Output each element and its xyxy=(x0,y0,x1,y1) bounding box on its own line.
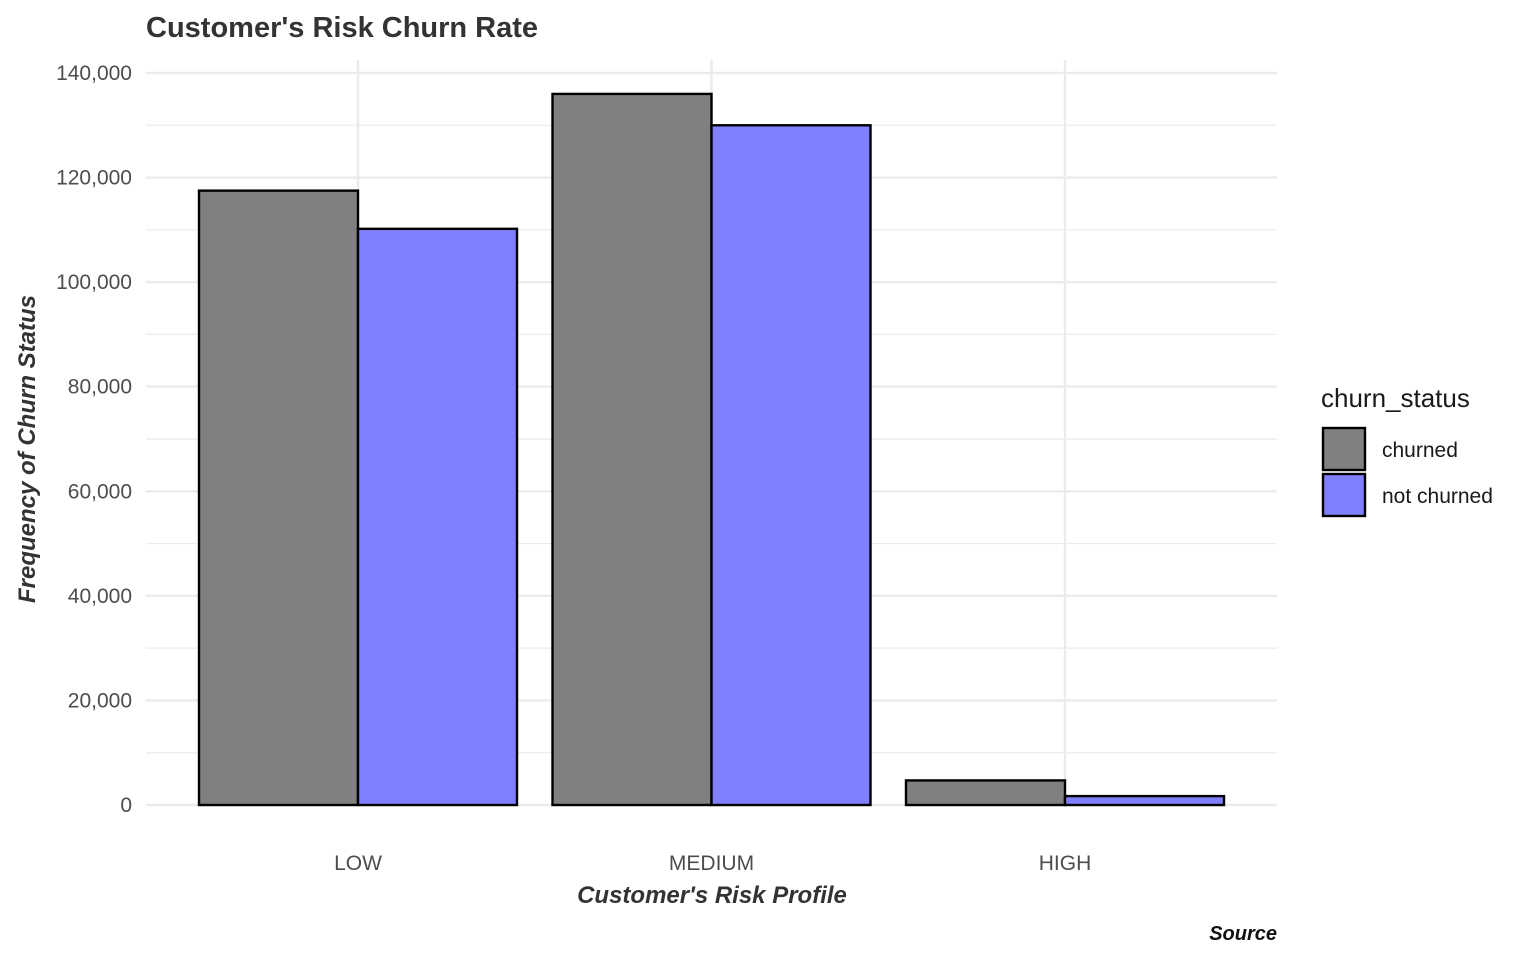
y-tick-label: 140,000 xyxy=(56,62,132,85)
legend-label-churned: churned xyxy=(1382,439,1458,462)
x-tick-label: LOW xyxy=(334,852,382,875)
x-axis-tick-labels: LOW MEDIUM HIGH xyxy=(334,852,1091,875)
legend-key-not-churned xyxy=(1321,472,1367,518)
y-tick-label: 100,000 xyxy=(56,271,132,294)
y-tick-label: 120,000 xyxy=(56,167,132,190)
legend-key-churned xyxy=(1321,426,1367,472)
y-axis-title: Frequency of Churn Status xyxy=(14,295,41,603)
legend-label-not-churned: not churned xyxy=(1382,485,1493,508)
bar-medium-not-churned xyxy=(710,124,872,807)
bar-low-churned xyxy=(197,189,360,807)
bars xyxy=(197,92,1226,807)
x-axis-title: Customer's Risk Profile xyxy=(577,882,847,909)
legend-title: churn_status xyxy=(1321,383,1470,413)
y-tick-label: 20,000 xyxy=(68,689,132,712)
caption: Source xyxy=(1209,923,1277,945)
x-tick-label: HIGH xyxy=(1039,852,1092,875)
bar-medium-churned xyxy=(551,92,713,807)
x-tick-label: MEDIUM xyxy=(669,852,754,875)
y-axis-tick-labels: 0 20,000 40,000 60,000 80,000 100,000 120,000 1… xyxy=(56,62,132,817)
y-tick-label: 60,000 xyxy=(68,480,132,503)
bar-low-not-churned xyxy=(356,227,519,807)
bar-high-churned xyxy=(904,779,1067,807)
legend: churn_status churned not churned xyxy=(1321,383,1493,518)
bar-high-not-churned xyxy=(1063,794,1226,807)
y-tick-label: 40,000 xyxy=(68,585,132,608)
chart-title: Customer's Risk Churn Rate xyxy=(146,12,538,44)
y-tick-label: 80,000 xyxy=(68,376,132,399)
y-tick-label: 0 xyxy=(120,794,132,817)
